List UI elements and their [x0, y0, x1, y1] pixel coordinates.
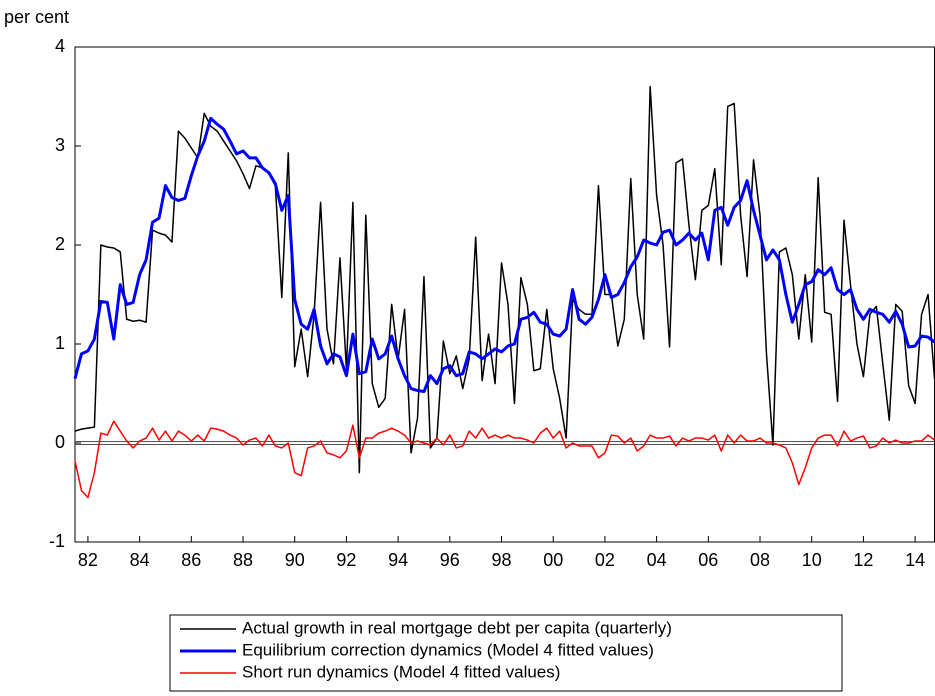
x-tick-label: 04 [647, 550, 667, 570]
legend-box [169, 614, 843, 692]
x-tick-label: 02 [595, 550, 615, 570]
x-tick-label: 10 [802, 550, 822, 570]
x-tick-label: 06 [698, 550, 718, 570]
series-line [74, 85, 935, 474]
y-tick-label: 4 [55, 36, 65, 56]
x-tick-label: 92 [336, 550, 356, 570]
y-tick-label: 2 [55, 234, 65, 254]
legend-label: Equilibrium correction dynamics (Model 4… [242, 640, 654, 659]
y-tick-label: 3 [55, 135, 65, 155]
x-tick-label: 00 [543, 550, 563, 570]
legend-label: Short run dynamics (Model 4 fitted value… [242, 662, 560, 681]
x-tick-label: 94 [388, 550, 408, 570]
y-tick-label: 1 [55, 333, 65, 353]
series-line [73, 116, 935, 394]
legend-label: Actual growth in real mortgage debt per … [242, 618, 672, 637]
x-tick-label: 84 [130, 550, 150, 570]
legend: Actual growth in real mortgage debt per … [169, 614, 843, 692]
x-tick-label: 14 [905, 550, 925, 570]
series-line [74, 420, 935, 499]
x-tick-label: 88 [233, 550, 253, 570]
x-tick-label: 86 [181, 550, 201, 570]
x-tick-label: 12 [853, 550, 873, 570]
x-tick-label: 08 [750, 550, 770, 570]
x-tick-label: 96 [440, 550, 460, 570]
y-axis-label: per cent [4, 7, 69, 27]
x-tick-label: 90 [285, 550, 305, 570]
x-tick-label: 82 [78, 550, 98, 570]
y-tick-label: 0 [55, 432, 65, 452]
y-tick-label: -1 [49, 531, 65, 551]
x-tick-label: 98 [492, 550, 512, 570]
